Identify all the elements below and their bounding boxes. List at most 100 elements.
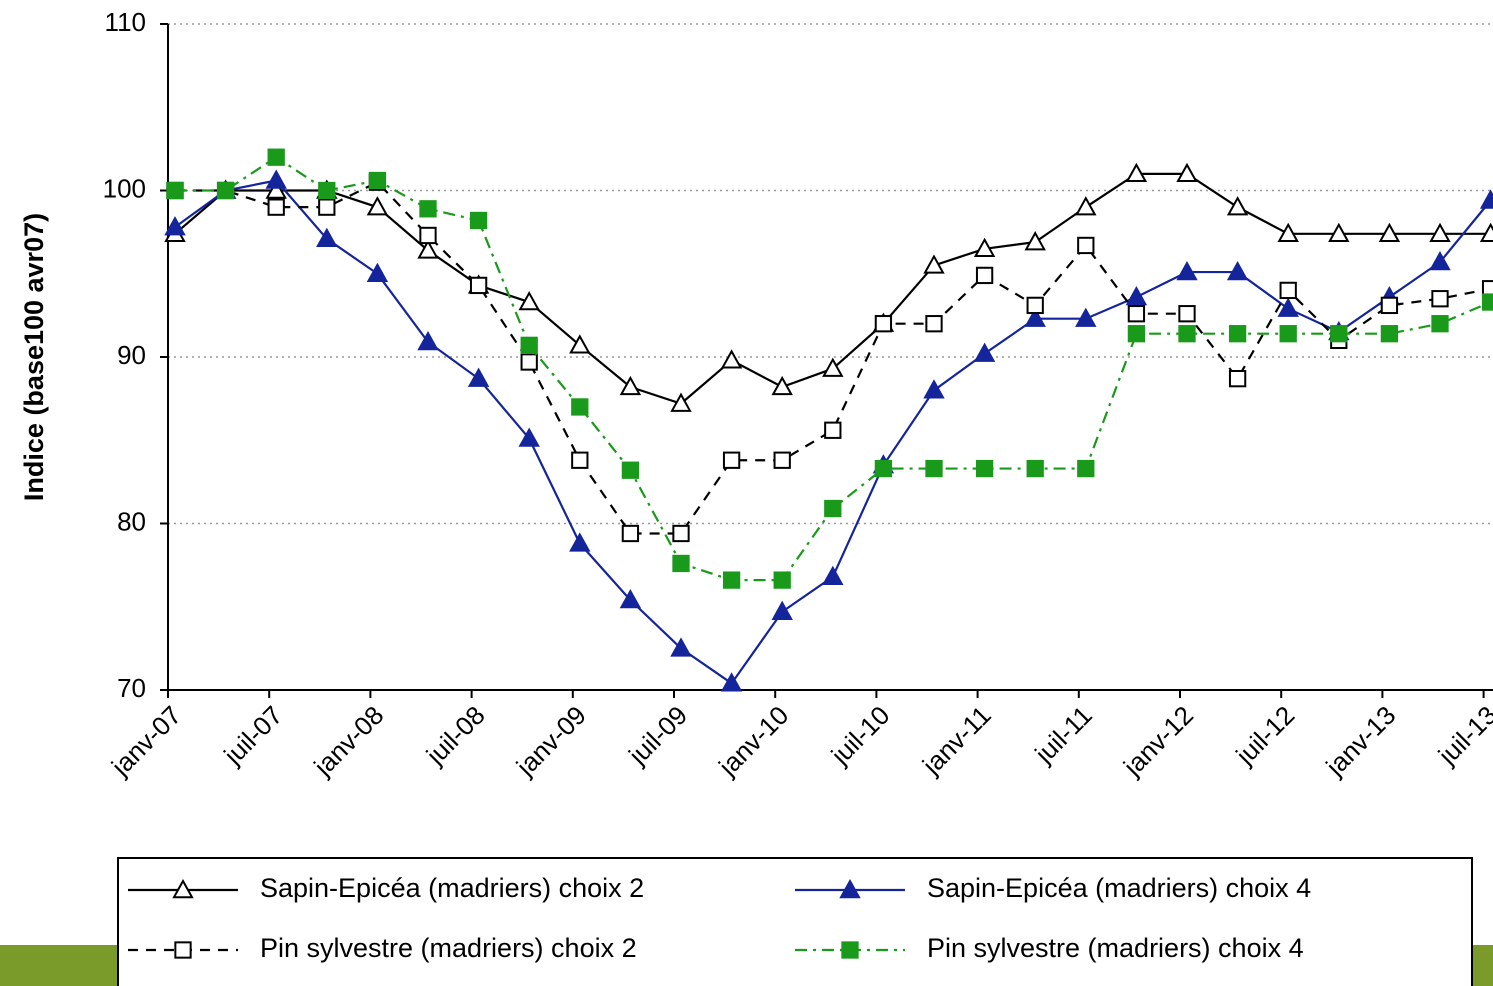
marker: [621, 524, 640, 543]
marker: [672, 554, 690, 573]
marker: [166, 181, 184, 200]
marker: [569, 334, 591, 354]
marker: [824, 499, 842, 518]
marker: [265, 169, 287, 189]
marker: [571, 451, 589, 469]
marker: [1226, 261, 1249, 281]
x-tick-label: juil-07: [217, 700, 288, 771]
marker: [923, 254, 945, 274]
marker: [822, 565, 844, 585]
legend-label: Sapin-Epicéa (madriers) choix 4: [927, 873, 1311, 903]
marker: [571, 398, 589, 416]
x-tick-label: juil-09: [622, 700, 693, 771]
marker: [1075, 307, 1097, 327]
marker: [419, 226, 437, 245]
marker: [1380, 325, 1399, 343]
marker: [619, 375, 642, 396]
marker: [1024, 307, 1046, 327]
marker: [973, 237, 996, 257]
y-axis-label: Indice (base100 avr07): [19, 213, 49, 501]
marker: [1176, 162, 1198, 183]
marker: [520, 353, 538, 371]
marker: [722, 451, 741, 469]
marker: [1330, 325, 1348, 343]
marker: [1429, 251, 1451, 271]
marker: [824, 421, 842, 439]
marker: [773, 571, 791, 589]
marker: [973, 342, 996, 362]
marker: [1479, 222, 1493, 242]
marker: [1077, 236, 1095, 255]
marker: [1277, 297, 1299, 317]
legend: Sapin-Epicéa (madriers) choix 2 Sapin-Epi…: [128, 873, 1311, 963]
marker: [1431, 290, 1449, 308]
marker: [366, 196, 389, 216]
x-tick-label: juil-11: [1028, 700, 1098, 770]
marker: [1228, 325, 1247, 343]
marker: [316, 227, 338, 247]
marker: [1024, 231, 1046, 251]
marker: [518, 290, 540, 311]
marker: [1026, 459, 1044, 478]
marker: [569, 532, 591, 552]
marker: [1431, 315, 1449, 333]
marker: [1178, 305, 1196, 323]
marker: [419, 200, 437, 218]
x-tick-label: janv-11: [916, 700, 997, 781]
marker: [1228, 369, 1247, 388]
legend-box: [117, 857, 1473, 986]
marker: [975, 459, 994, 478]
marker: [1279, 325, 1297, 343]
marker: [417, 330, 439, 351]
marker: [267, 148, 285, 166]
y-tick-label: 80: [117, 506, 146, 536]
marker: [1026, 296, 1044, 315]
y-tick-label: 90: [117, 340, 146, 370]
marker: [216, 181, 235, 200]
marker: [520, 336, 538, 354]
marker: [841, 941, 859, 959]
marker: [822, 357, 844, 377]
marker: [1127, 305, 1146, 323]
x-tick-label: janv-13: [1319, 700, 1401, 782]
marker: [1481, 293, 1493, 311]
series-line: [175, 180, 1491, 535]
decor-band: [0, 945, 130, 986]
marker: [1125, 162, 1148, 183]
marker: [839, 878, 861, 899]
marker: [874, 459, 893, 478]
marker: [1378, 222, 1401, 242]
marker: [1380, 296, 1399, 315]
marker: [1075, 196, 1097, 216]
legend-label: Pin sylvestre (madriers) choix 2: [260, 933, 637, 963]
x-tick-label: juil-10: [825, 700, 896, 771]
marker: [1279, 281, 1297, 300]
marker: [417, 239, 439, 259]
marker: [368, 171, 387, 190]
y-tick-label: 70: [117, 673, 146, 703]
marker: [318, 181, 336, 200]
marker: [467, 367, 490, 387]
marker: [164, 216, 186, 236]
marker: [874, 315, 893, 333]
series: [166, 173, 1493, 543]
marker: [1176, 261, 1198, 281]
marker: [1127, 325, 1146, 343]
marker: [720, 349, 743, 369]
marker: [1429, 222, 1451, 242]
marker: [1328, 222, 1350, 242]
marker: [771, 375, 793, 396]
marker: [1479, 189, 1493, 209]
marker: [720, 672, 743, 692]
y-tick-label: 110: [105, 7, 146, 37]
marker: [925, 459, 943, 478]
marker: [1178, 325, 1196, 343]
series: [166, 148, 1493, 589]
marker: [1277, 222, 1299, 242]
marker: [265, 179, 287, 199]
marker: [670, 392, 692, 412]
x-tick-label: janv-08: [307, 700, 389, 782]
marker: [469, 276, 488, 295]
marker: [672, 524, 690, 543]
